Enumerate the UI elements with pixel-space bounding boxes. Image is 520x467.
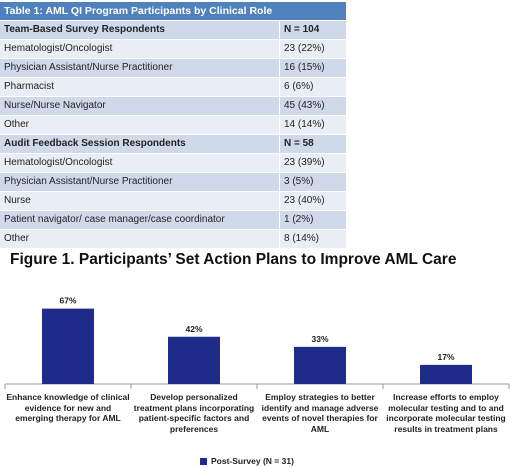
category-label: Employ strategies to better identify and… <box>261 392 379 434</box>
table-title: Table 1: AML QI Program Participants by … <box>0 2 346 21</box>
section-header-row: Audit Feedback Session Respondents N = 5… <box>0 134 346 154</box>
value-cell: 14 (14%) <box>279 115 346 135</box>
legend-label: Post-Survey (N = 31) <box>211 456 294 466</box>
value-cell: 3 (5%) <box>279 172 346 192</box>
section-header: Team-Based Survey Respondents <box>0 20 280 40</box>
role-cell: Patient navigator/ case manager/case coo… <box>0 210 280 230</box>
role-cell: Other <box>0 229 280 248</box>
role-cell: Hematologist/Oncologist <box>0 39 280 59</box>
role-cell: Other <box>0 115 280 135</box>
participants-table: Table 1: AML QI Program Participants by … <box>0 2 346 248</box>
section-header: Audit Feedback Session Respondents <box>0 134 280 154</box>
bar <box>294 346 346 384</box>
data-label: 17% <box>437 352 454 362</box>
bar <box>42 308 94 384</box>
category-label: Enhance knowledge of clinical evidence f… <box>6 392 130 423</box>
role-cell: Physician Assistant/Nurse Practitioner <box>0 172 280 192</box>
table-row: Nurse 23 (40%) <box>0 191 346 211</box>
table-row: Other 14 (14%) <box>0 115 346 135</box>
value-cell: 23 (22%) <box>279 39 346 59</box>
bar <box>420 364 472 384</box>
table-row: Physician Assistant/Nurse Practitioner 3… <box>0 172 346 192</box>
role-cell: Pharmacist <box>0 77 280 97</box>
table-row: Physician Assistant/Nurse Practitioner 1… <box>0 58 346 78</box>
section-n: N = 104 <box>279 20 346 40</box>
chart-legend: Post-Survey (N = 31) <box>200 456 294 466</box>
data-label: 42% <box>185 324 202 334</box>
table-row: Hematologist/Oncologist 23 (22%) <box>0 39 346 59</box>
section-n: N = 58 <box>279 134 346 154</box>
value-cell: 1 (2%) <box>279 210 346 230</box>
section-header-row: Team-Based Survey Respondents N = 104 <box>0 20 346 40</box>
value-cell: 45 (43%) <box>279 96 346 116</box>
figure-title: Figure 1. Participants’ Set Action Plans… <box>10 251 457 268</box>
role-cell: Hematologist/Oncologist <box>0 153 280 173</box>
table-title-row: Table 1: AML QI Program Participants by … <box>0 2 346 21</box>
table-row: Hematologist/Oncologist 23 (39%) <box>0 153 346 173</box>
category-label: Develop personalized treatment plans inc… <box>133 392 255 434</box>
value-cell: 23 (39%) <box>279 153 346 173</box>
table-row: Nurse/Nurse Navigator 45 (43%) <box>0 96 346 116</box>
role-cell: Nurse <box>0 191 280 211</box>
role-cell: Physician Assistant/Nurse Practitioner <box>0 58 280 78</box>
value-cell: 6 (6%) <box>279 77 346 97</box>
table-row: Pharmacist 6 (6%) <box>0 77 346 97</box>
value-cell: 23 (40%) <box>279 191 346 211</box>
role-cell: Nurse/Nurse Navigator <box>0 96 280 116</box>
category-label: Increase efforts to employ molecular tes… <box>386 392 506 434</box>
data-label: 67% <box>59 296 76 306</box>
legend-swatch <box>200 457 207 465</box>
data-label: 33% <box>311 334 328 344</box>
bar <box>168 336 220 384</box>
value-cell: 16 (15%) <box>279 58 346 78</box>
table-row: Other 8 (14%) <box>0 229 346 248</box>
value-cell: 8 (14%) <box>279 229 346 248</box>
action-plans-bar-chart: 67% 42% 33% 17% <box>4 296 510 389</box>
table-row: Patient navigator/ case manager/case coo… <box>0 210 346 230</box>
